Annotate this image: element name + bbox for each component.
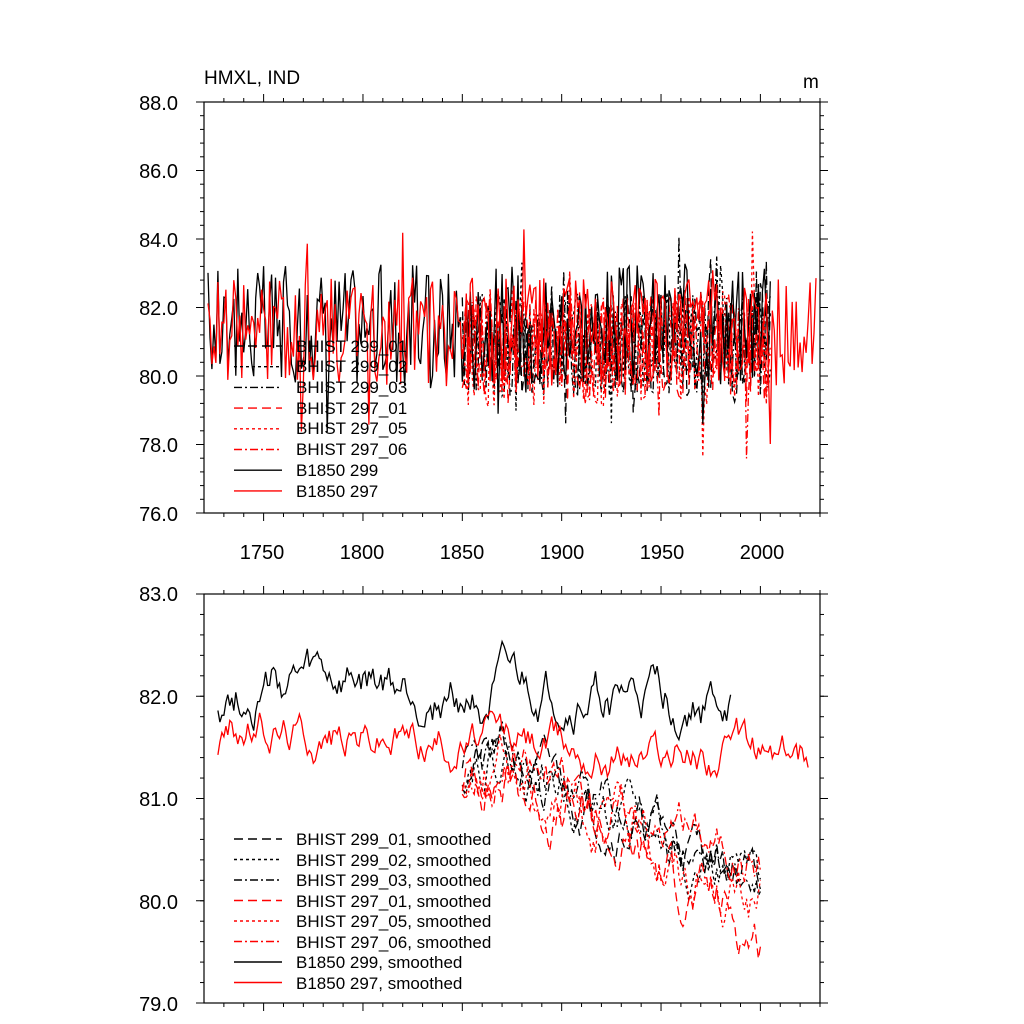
legend-label: B1850 299 xyxy=(296,461,378,480)
x-tick-label: 1900 xyxy=(540,542,585,564)
legend-label: BHIST 299_03 xyxy=(296,378,407,397)
bottom-y-tick-labels: 83.0 82.0 81.0 80.0 79.0 xyxy=(139,584,178,1016)
legend-label: B1850 297, smoothed xyxy=(296,974,462,993)
series-line-bhist-299-03-smoothed xyxy=(461,720,761,898)
y-tick-label: 82.0 xyxy=(139,687,178,709)
legend-label: BHIST 299_02 xyxy=(296,357,407,376)
legend-label: BHIST 297_05 xyxy=(296,419,407,438)
y-tick-label: 79.0 xyxy=(139,994,178,1016)
y-tick-label: 78.0 xyxy=(139,435,178,457)
top-panel: HMXL, IND m 88.0 86.0 84.0 82.0 80.0 78.… xyxy=(139,68,828,564)
series-line-bhist-297-01-smoothed xyxy=(461,757,762,960)
series-line-bhist-297-06-smoothed xyxy=(461,747,762,883)
y-tick-label: 80.0 xyxy=(139,367,178,389)
legend-label: BHIST 299_03, smoothed xyxy=(296,871,491,890)
top-chart-units: m xyxy=(803,72,819,93)
y-tick-label: 80.0 xyxy=(139,892,178,914)
y-tick-label: 86.0 xyxy=(139,161,178,183)
legend-label: BHIST 297_06 xyxy=(296,440,407,459)
series-line-bhist-297-06 xyxy=(461,271,771,459)
y-tick-label: 84.0 xyxy=(139,230,178,252)
legend-label: BHIST 297_06, smoothed xyxy=(296,933,491,952)
series-line-b1850-299-smoothed xyxy=(217,639,732,742)
top-y-tick-labels: 88.0 86.0 84.0 82.0 80.0 78.0 76.0 xyxy=(139,93,178,526)
x-tick-label: 1800 xyxy=(340,542,385,564)
x-tick-label: 1950 xyxy=(640,542,685,564)
top-chart-title: HMXL, IND xyxy=(204,68,300,89)
bottom-plot-area xyxy=(217,639,809,960)
series-line-bhist-299-01-smoothed xyxy=(461,725,762,890)
legend-label: BHIST 299_01 xyxy=(296,337,407,356)
x-tick-label: 1750 xyxy=(240,542,285,564)
legend-label: BHIST 299_01, smoothed xyxy=(296,830,491,849)
bottom-legend: BHIST 299_01, smoothed BHIST 299_02, smo… xyxy=(296,830,491,993)
top-axis-ticks xyxy=(196,94,828,521)
series-line-b1850-297-smoothed xyxy=(217,710,809,780)
series-line-bhist-299-03 xyxy=(461,236,771,399)
y-tick-label: 81.0 xyxy=(139,789,178,811)
top-legend: BHIST 299_01 BHIST 299_02 BHIST 299_03 B… xyxy=(296,337,407,501)
legend-label: B1850 297 xyxy=(296,482,378,501)
legend-label: BHIST 297_01 xyxy=(296,399,407,418)
top-x-tick-labels: 1750 1800 1850 1900 1950 2000 xyxy=(240,542,785,564)
bottom-axis-ticks xyxy=(196,586,828,1011)
bottom-legend-lines xyxy=(234,838,282,984)
x-tick-label: 1850 xyxy=(440,542,485,564)
legend-label: BHIST 297_05, smoothed xyxy=(296,912,491,931)
y-tick-label: 83.0 xyxy=(139,584,178,606)
top-plot-area xyxy=(207,229,817,459)
series-line-b1850-297 xyxy=(207,229,817,445)
legend-label: BHIST 299_02, smoothed xyxy=(296,851,491,870)
legend-label: B1850 299, smoothed xyxy=(296,953,462,972)
legend-label: BHIST 297_01, smoothed xyxy=(296,892,491,911)
y-tick-label: 76.0 xyxy=(139,504,178,526)
series-line-bhist-297-05-smoothed xyxy=(461,734,762,928)
x-tick-label: 2000 xyxy=(740,542,785,564)
y-tick-label: 82.0 xyxy=(139,298,178,320)
y-tick-label: 88.0 xyxy=(139,93,178,115)
bottom-panel: 83.0 82.0 81.0 80.0 79.0 BHIST 299_01, s… xyxy=(139,584,828,1016)
top-legend-lines xyxy=(234,345,282,492)
series-line-bhist-297-01 xyxy=(461,295,771,404)
